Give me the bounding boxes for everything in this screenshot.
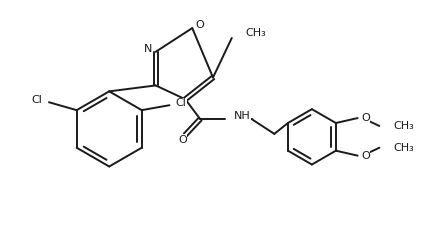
Text: CH₃: CH₃ [393, 143, 414, 153]
Text: N: N [143, 44, 152, 54]
Text: CH₃: CH₃ [393, 121, 414, 131]
Text: CH₃: CH₃ [246, 28, 266, 38]
Text: O: O [196, 20, 205, 30]
Text: O: O [178, 135, 187, 145]
Text: O: O [361, 113, 370, 123]
Text: Cl: Cl [176, 98, 187, 108]
Text: NH: NH [234, 111, 250, 121]
Text: O: O [361, 151, 370, 161]
Text: Cl: Cl [32, 95, 42, 105]
